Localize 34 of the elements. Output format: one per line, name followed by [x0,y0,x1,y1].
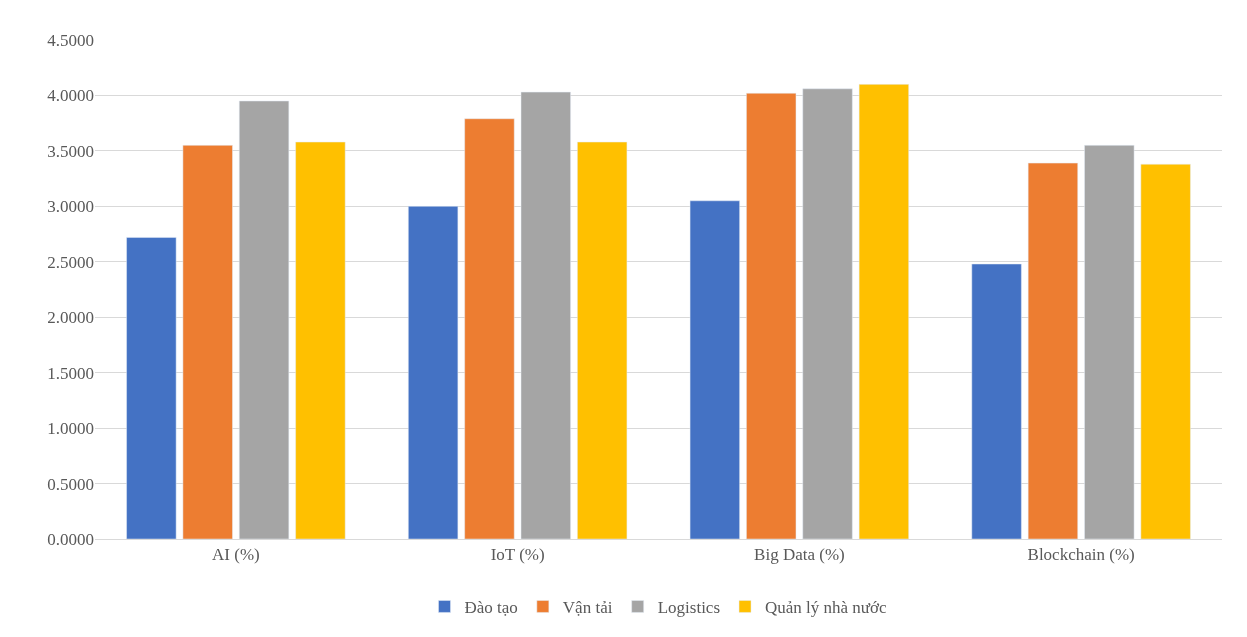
x-tick-label: Blockchain (%) [1027,545,1135,565]
bar [408,206,459,539]
bar [577,141,628,539]
bar [858,84,909,539]
legend-label: Đào tạo [464,598,518,618]
bar [464,118,515,539]
y-tick-label: 1.0000 [47,419,94,439]
bar [1084,145,1135,539]
bar [126,237,177,539]
x-tick-label: Big Data (%) [754,545,845,565]
bar [1140,163,1191,539]
bar [295,141,346,539]
bar [802,88,853,539]
x-tick-label: AI (%) [212,545,260,565]
legend-label: Quản lý nhà nước [765,598,888,618]
y-tick-label: 0.5000 [47,474,94,494]
x-tick-label: IoT (%) [490,545,545,565]
bar [746,92,797,539]
bar [1027,162,1078,539]
y-tick-label: 4.0000 [47,86,94,106]
y-tick-label: 3.0000 [47,197,94,217]
bar [520,91,571,539]
legend-label: Vận tải [562,598,613,618]
y-tick-label: 1.5000 [47,363,94,383]
y-tick-label: 2.5000 [47,252,94,272]
y-tick-label: 4.5000 [47,30,94,50]
bar [239,100,290,539]
bar [182,145,233,539]
bar [971,263,1022,539]
y-tick-label: 3.5000 [47,141,94,161]
bar [689,200,740,539]
legend-label: Logistics [657,598,721,618]
y-tick-label: 2.0000 [47,308,94,328]
y-tick-label: 0.0000 [47,529,94,549]
